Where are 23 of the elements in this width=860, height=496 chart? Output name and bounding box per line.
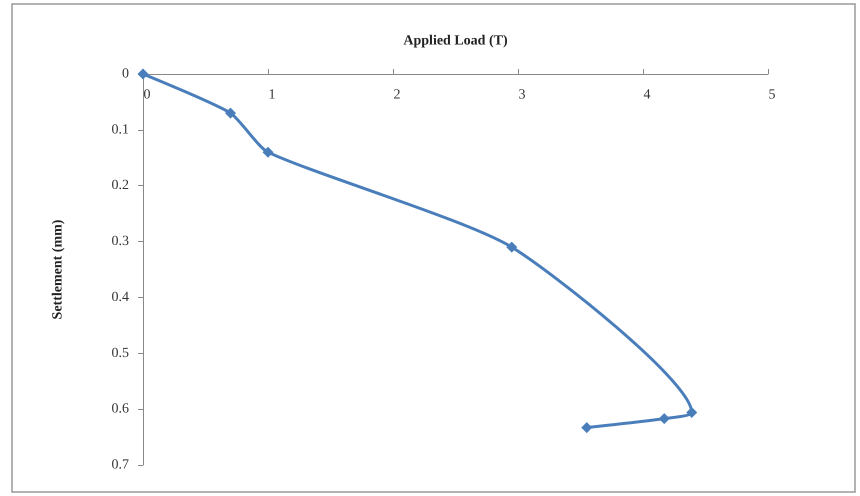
- y-tick-label: 0.2: [112, 178, 129, 194]
- x-tick-label: 3: [518, 88, 526, 102]
- x-tick-label: 1: [268, 88, 276, 102]
- x-axis-title: Applied Load (T): [403, 34, 508, 48]
- point: [138, 68, 148, 80]
- y-tick-label: 0.6: [112, 402, 129, 417]
- point: [225, 108, 236, 119]
- x-tick-label: 5: [768, 88, 776, 102]
- y-tick-label: 0.1: [112, 122, 129, 138]
- y-tick-label: 0.3: [112, 234, 129, 250]
- x-tick-label: 2: [394, 88, 400, 102]
- y-tick-label: 0: [122, 66, 129, 82]
- point: [686, 406, 698, 418]
- point: [262, 146, 274, 158]
- y-tick-label: 0.7: [112, 458, 129, 472]
- x-tick-label: 0: [144, 88, 150, 102]
- point: [506, 242, 518, 253]
- y-axis-title: Settlement (mm): [50, 219, 66, 320]
- point: [581, 422, 592, 434]
- y-tick-label: 0.4: [112, 290, 129, 305]
- y-tick-label: 0.5: [112, 346, 129, 361]
- x-tick-label: 4: [644, 88, 650, 102]
- point: [658, 413, 670, 424]
